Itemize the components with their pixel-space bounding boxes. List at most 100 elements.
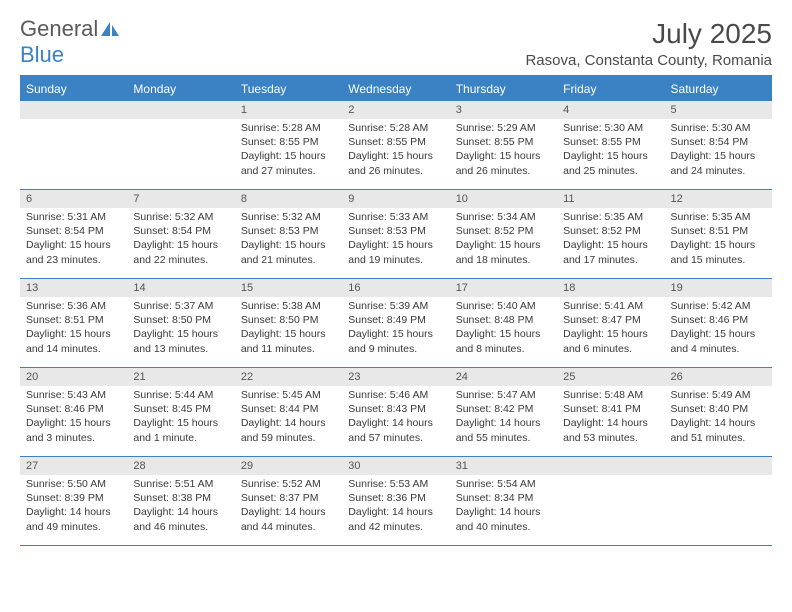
sunrise-line: Sunrise: 5:32 AM [241, 210, 336, 224]
sunset-line: Sunset: 8:47 PM [563, 313, 658, 327]
day-cell: 11Sunrise: 5:35 AMSunset: 8:52 PMDayligh… [557, 190, 664, 278]
sunset-line: Sunset: 8:43 PM [348, 402, 443, 416]
sunrise-line: Sunrise: 5:28 AM [241, 121, 336, 135]
daylight-line: Daylight: 15 hours and 26 minutes. [348, 149, 443, 177]
day-cell: 5Sunrise: 5:30 AMSunset: 8:54 PMDaylight… [665, 101, 772, 189]
sunrise-line: Sunrise: 5:30 AM [671, 121, 766, 135]
day-number [20, 101, 127, 119]
day-details: Sunrise: 5:37 AMSunset: 8:50 PMDaylight:… [127, 297, 234, 360]
sunrise-line: Sunrise: 5:32 AM [133, 210, 228, 224]
day-details: Sunrise: 5:54 AMSunset: 8:34 PMDaylight:… [450, 475, 557, 538]
empty-cell [20, 101, 127, 189]
week-row: 1Sunrise: 5:28 AMSunset: 8:55 PMDaylight… [20, 101, 772, 190]
sunrise-line: Sunrise: 5:47 AM [456, 388, 551, 402]
sunrise-line: Sunrise: 5:28 AM [348, 121, 443, 135]
day-details: Sunrise: 5:32 AMSunset: 8:53 PMDaylight:… [235, 208, 342, 271]
sunrise-line: Sunrise: 5:40 AM [456, 299, 551, 313]
day-number: 12 [665, 190, 772, 208]
weekday-monday: Monday [127, 77, 234, 101]
day-number: 9 [342, 190, 449, 208]
sunset-line: Sunset: 8:45 PM [133, 402, 228, 416]
sunset-line: Sunset: 8:41 PM [563, 402, 658, 416]
daylight-line: Daylight: 15 hours and 22 minutes. [133, 238, 228, 266]
sunrise-line: Sunrise: 5:35 AM [671, 210, 766, 224]
sunset-line: Sunset: 8:36 PM [348, 491, 443, 505]
day-cell: 21Sunrise: 5:44 AMSunset: 8:45 PMDayligh… [127, 368, 234, 456]
day-cell: 23Sunrise: 5:46 AMSunset: 8:43 PMDayligh… [342, 368, 449, 456]
sunset-line: Sunset: 8:38 PM [133, 491, 228, 505]
day-cell: 14Sunrise: 5:37 AMSunset: 8:50 PMDayligh… [127, 279, 234, 367]
day-number: 8 [235, 190, 342, 208]
day-number: 26 [665, 368, 772, 386]
weekday-tuesday: Tuesday [235, 77, 342, 101]
logo-text-blue: Blue [20, 42, 64, 68]
day-cell: 9Sunrise: 5:33 AMSunset: 8:53 PMDaylight… [342, 190, 449, 278]
sunset-line: Sunset: 8:46 PM [26, 402, 121, 416]
sunset-line: Sunset: 8:34 PM [456, 491, 551, 505]
sunset-line: Sunset: 8:51 PM [671, 224, 766, 238]
day-cell: 8Sunrise: 5:32 AMSunset: 8:53 PMDaylight… [235, 190, 342, 278]
day-cell: 31Sunrise: 5:54 AMSunset: 8:34 PMDayligh… [450, 457, 557, 545]
empty-cell [557, 457, 664, 545]
daylight-line: Daylight: 15 hours and 6 minutes. [563, 327, 658, 355]
day-cell: 7Sunrise: 5:32 AMSunset: 8:54 PMDaylight… [127, 190, 234, 278]
day-number: 27 [20, 457, 127, 475]
daylight-line: Daylight: 15 hours and 8 minutes. [456, 327, 551, 355]
day-details: Sunrise: 5:34 AMSunset: 8:52 PMDaylight:… [450, 208, 557, 271]
day-details: Sunrise: 5:51 AMSunset: 8:38 PMDaylight:… [127, 475, 234, 538]
sunrise-line: Sunrise: 5:31 AM [26, 210, 121, 224]
day-number: 15 [235, 279, 342, 297]
sunrise-line: Sunrise: 5:48 AM [563, 388, 658, 402]
sunset-line: Sunset: 8:50 PM [133, 313, 228, 327]
day-details: Sunrise: 5:41 AMSunset: 8:47 PMDaylight:… [557, 297, 664, 360]
sunrise-line: Sunrise: 5:41 AM [563, 299, 658, 313]
day-cell: 16Sunrise: 5:39 AMSunset: 8:49 PMDayligh… [342, 279, 449, 367]
day-details: Sunrise: 5:30 AMSunset: 8:55 PMDaylight:… [557, 119, 664, 182]
sunrise-line: Sunrise: 5:37 AM [133, 299, 228, 313]
day-details: Sunrise: 5:39 AMSunset: 8:49 PMDaylight:… [342, 297, 449, 360]
day-details: Sunrise: 5:28 AMSunset: 8:55 PMDaylight:… [235, 119, 342, 182]
daylight-line: Daylight: 15 hours and 13 minutes. [133, 327, 228, 355]
weekday-saturday: Saturday [665, 77, 772, 101]
sunset-line: Sunset: 8:55 PM [348, 135, 443, 149]
daylight-line: Daylight: 15 hours and 4 minutes. [671, 327, 766, 355]
day-number [127, 101, 234, 119]
sunrise-line: Sunrise: 5:44 AM [133, 388, 228, 402]
sunrise-line: Sunrise: 5:49 AM [671, 388, 766, 402]
sunrise-line: Sunrise: 5:33 AM [348, 210, 443, 224]
week-row: 6Sunrise: 5:31 AMSunset: 8:54 PMDaylight… [20, 190, 772, 279]
day-number: 13 [20, 279, 127, 297]
sunrise-line: Sunrise: 5:35 AM [563, 210, 658, 224]
sunrise-line: Sunrise: 5:38 AM [241, 299, 336, 313]
daylight-line: Daylight: 14 hours and 51 minutes. [671, 416, 766, 444]
sunset-line: Sunset: 8:50 PM [241, 313, 336, 327]
title-block: July 2025 Rasova, Constanta County, Roma… [525, 18, 772, 69]
day-cell: 28Sunrise: 5:51 AMSunset: 8:38 PMDayligh… [127, 457, 234, 545]
day-cell: 19Sunrise: 5:42 AMSunset: 8:46 PMDayligh… [665, 279, 772, 367]
day-details: Sunrise: 5:35 AMSunset: 8:51 PMDaylight:… [665, 208, 772, 271]
week-row: 27Sunrise: 5:50 AMSunset: 8:39 PMDayligh… [20, 457, 772, 546]
day-number: 20 [20, 368, 127, 386]
day-details: Sunrise: 5:48 AMSunset: 8:41 PMDaylight:… [557, 386, 664, 449]
location: Rasova, Constanta County, Romania [525, 52, 772, 69]
day-cell: 29Sunrise: 5:52 AMSunset: 8:37 PMDayligh… [235, 457, 342, 545]
day-cell: 30Sunrise: 5:53 AMSunset: 8:36 PMDayligh… [342, 457, 449, 545]
daylight-line: Daylight: 15 hours and 3 minutes. [26, 416, 121, 444]
sunrise-line: Sunrise: 5:53 AM [348, 477, 443, 491]
day-details: Sunrise: 5:46 AMSunset: 8:43 PMDaylight:… [342, 386, 449, 449]
sunset-line: Sunset: 8:44 PM [241, 402, 336, 416]
day-number [665, 457, 772, 475]
sunrise-line: Sunrise: 5:36 AM [26, 299, 121, 313]
sunset-line: Sunset: 8:48 PM [456, 313, 551, 327]
day-cell: 25Sunrise: 5:48 AMSunset: 8:41 PMDayligh… [557, 368, 664, 456]
day-cell: 17Sunrise: 5:40 AMSunset: 8:48 PMDayligh… [450, 279, 557, 367]
daylight-line: Daylight: 15 hours and 9 minutes. [348, 327, 443, 355]
day-details: Sunrise: 5:28 AMSunset: 8:55 PMDaylight:… [342, 119, 449, 182]
sunset-line: Sunset: 8:53 PM [348, 224, 443, 238]
day-details: Sunrise: 5:50 AMSunset: 8:39 PMDaylight:… [20, 475, 127, 538]
day-cell: 10Sunrise: 5:34 AMSunset: 8:52 PMDayligh… [450, 190, 557, 278]
empty-cell [127, 101, 234, 189]
day-cell: 13Sunrise: 5:36 AMSunset: 8:51 PMDayligh… [20, 279, 127, 367]
sunset-line: Sunset: 8:52 PM [456, 224, 551, 238]
sunrise-line: Sunrise: 5:46 AM [348, 388, 443, 402]
